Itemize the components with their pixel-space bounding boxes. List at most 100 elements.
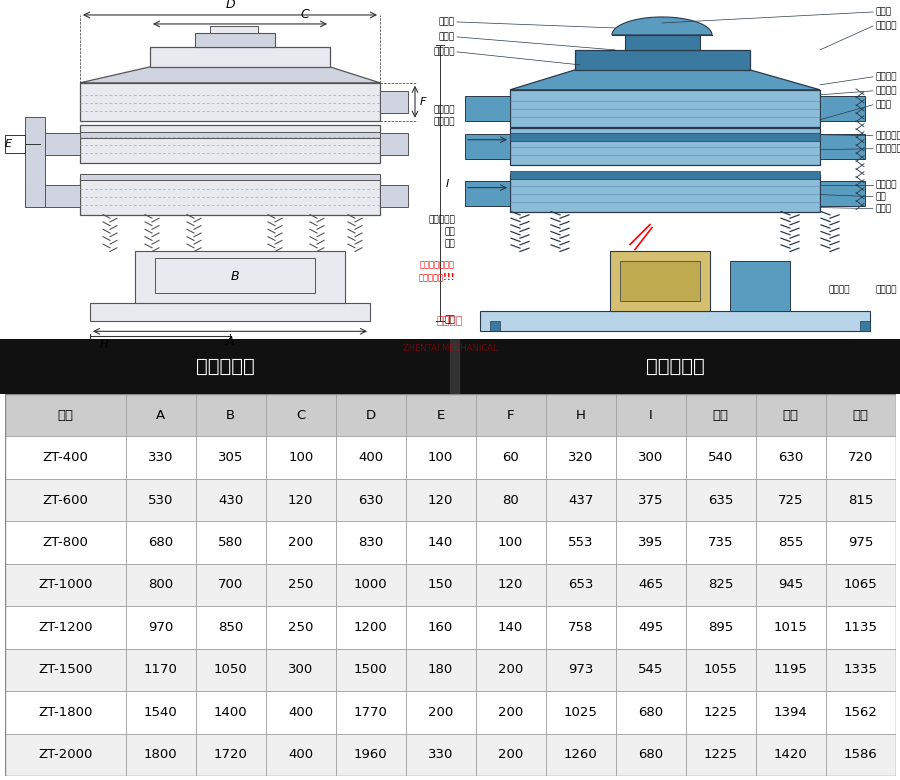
Bar bbox=[510, 175, 820, 211]
Bar bbox=[266, 734, 336, 776]
Bar bbox=[756, 394, 825, 436]
Bar bbox=[336, 734, 406, 776]
Text: 1055: 1055 bbox=[704, 664, 737, 676]
Bar bbox=[406, 564, 476, 606]
Text: 1200: 1200 bbox=[354, 621, 388, 634]
Bar bbox=[196, 564, 266, 606]
Bar bbox=[860, 321, 870, 331]
Bar bbox=[155, 258, 315, 293]
Bar bbox=[4, 479, 126, 521]
Text: 735: 735 bbox=[707, 536, 733, 549]
Text: 1050: 1050 bbox=[214, 664, 248, 676]
Bar bbox=[126, 564, 196, 606]
Text: C: C bbox=[300, 8, 309, 21]
Text: A: A bbox=[157, 409, 166, 422]
Text: 180: 180 bbox=[428, 664, 454, 676]
Bar bbox=[406, 691, 476, 734]
Text: 430: 430 bbox=[218, 494, 243, 506]
Bar bbox=[406, 521, 476, 564]
Text: 压紧环: 压紧环 bbox=[439, 33, 455, 41]
Bar bbox=[616, 564, 686, 606]
Bar bbox=[825, 436, 896, 479]
Bar bbox=[126, 691, 196, 734]
Bar bbox=[480, 311, 870, 332]
Text: 160: 160 bbox=[428, 621, 454, 634]
Text: 970: 970 bbox=[148, 621, 174, 634]
Bar bbox=[756, 479, 825, 521]
Text: 465: 465 bbox=[638, 579, 663, 591]
Text: 540: 540 bbox=[708, 451, 734, 464]
Text: 200: 200 bbox=[288, 536, 313, 549]
Bar bbox=[825, 606, 896, 649]
Bar bbox=[686, 649, 756, 691]
Bar bbox=[476, 521, 545, 564]
Text: 1065: 1065 bbox=[843, 579, 878, 591]
Bar bbox=[266, 691, 336, 734]
Text: 580: 580 bbox=[218, 536, 243, 549]
Bar bbox=[126, 394, 196, 436]
Bar bbox=[616, 521, 686, 564]
Bar bbox=[336, 691, 406, 734]
Text: 375: 375 bbox=[638, 494, 663, 506]
Text: E: E bbox=[436, 409, 445, 422]
Bar bbox=[476, 734, 545, 776]
Text: 60: 60 bbox=[502, 451, 519, 464]
Text: 395: 395 bbox=[638, 536, 663, 549]
Text: 外形尺寸图: 外形尺寸图 bbox=[195, 357, 255, 376]
Bar bbox=[820, 133, 865, 158]
Text: 顶部框架: 顶部框架 bbox=[434, 48, 455, 56]
Bar bbox=[80, 125, 380, 163]
Bar bbox=[465, 96, 510, 121]
Text: 二层: 二层 bbox=[782, 409, 798, 422]
Text: 1225: 1225 bbox=[704, 748, 738, 761]
Bar bbox=[266, 479, 336, 521]
Bar bbox=[336, 394, 406, 436]
Text: 1394: 1394 bbox=[774, 706, 807, 719]
Bar bbox=[825, 394, 896, 436]
Text: 1586: 1586 bbox=[843, 748, 878, 761]
Bar bbox=[616, 734, 686, 776]
Bar bbox=[820, 181, 865, 206]
Bar bbox=[686, 564, 756, 606]
Bar bbox=[196, 691, 266, 734]
Text: 400: 400 bbox=[288, 706, 313, 719]
Bar bbox=[545, 734, 616, 776]
Bar bbox=[336, 436, 406, 479]
Bar bbox=[510, 128, 820, 165]
Bar bbox=[406, 734, 476, 776]
Text: 437: 437 bbox=[568, 494, 593, 506]
Bar bbox=[756, 521, 825, 564]
Polygon shape bbox=[80, 67, 380, 83]
Bar bbox=[545, 479, 616, 521]
Text: I: I bbox=[649, 409, 652, 422]
Bar bbox=[686, 606, 756, 649]
Text: B: B bbox=[230, 270, 239, 283]
Bar bbox=[756, 606, 825, 649]
Bar bbox=[4, 521, 126, 564]
Bar bbox=[616, 606, 686, 649]
Bar bbox=[825, 564, 896, 606]
Text: 上部重锤: 上部重锤 bbox=[875, 180, 896, 189]
Text: 855: 855 bbox=[778, 536, 803, 549]
Bar bbox=[545, 394, 616, 436]
Text: H: H bbox=[100, 340, 108, 350]
Text: 一层: 一层 bbox=[713, 409, 729, 422]
Bar bbox=[545, 649, 616, 691]
Bar bbox=[686, 521, 756, 564]
Text: 120: 120 bbox=[498, 579, 523, 591]
Bar bbox=[686, 394, 756, 436]
Text: 100: 100 bbox=[288, 451, 313, 464]
Text: ZT-800: ZT-800 bbox=[42, 536, 88, 549]
Bar bbox=[625, 35, 700, 50]
Bar bbox=[126, 521, 196, 564]
Bar bbox=[476, 564, 545, 606]
Text: 100: 100 bbox=[428, 451, 454, 464]
Text: 200: 200 bbox=[428, 706, 454, 719]
Text: 底座: 底座 bbox=[445, 315, 455, 324]
Text: 振体: 振体 bbox=[875, 192, 886, 201]
Bar bbox=[25, 133, 80, 154]
Text: F: F bbox=[420, 97, 427, 107]
Bar bbox=[825, 734, 896, 776]
Text: 630: 630 bbox=[358, 494, 383, 506]
Bar bbox=[210, 26, 258, 33]
